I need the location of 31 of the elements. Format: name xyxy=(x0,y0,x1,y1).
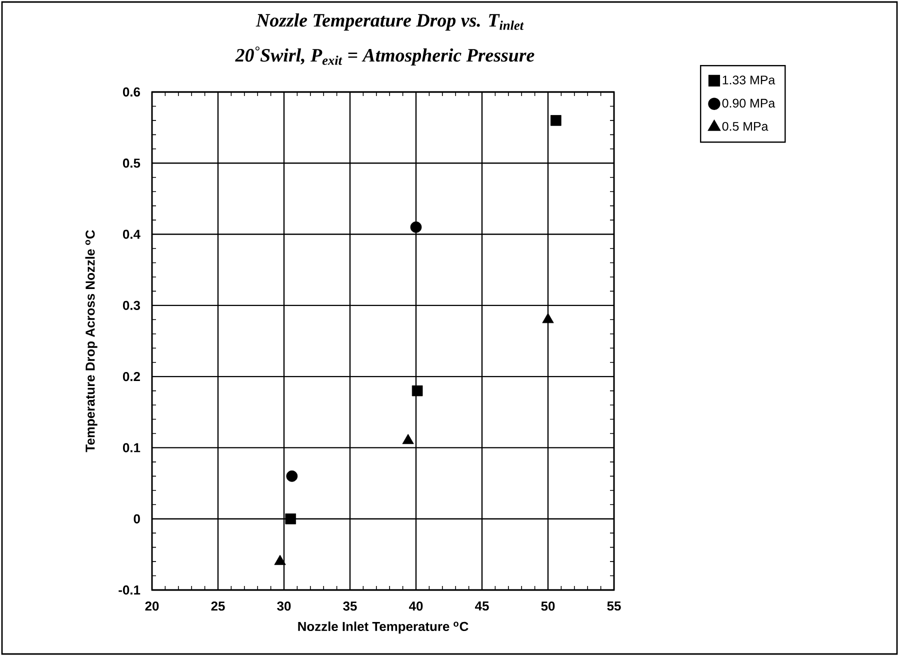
x-tick-label: 55 xyxy=(607,602,621,611)
y-tick-label: 0.2 xyxy=(122,372,140,382)
point xyxy=(550,115,562,126)
point xyxy=(286,470,298,482)
chart-subtitle: 20$^{°}$Swirl, P$_{exit}$ = Atmospheric Pressure xyxy=(235,46,534,66)
y-tick-label: 0.5 xyxy=(122,158,140,168)
x-tick-label: 40 xyxy=(409,602,423,611)
x-tick-label: 35 xyxy=(343,602,357,611)
y-tick-label: 0.4 xyxy=(122,230,140,239)
point xyxy=(410,221,422,233)
y-axis-title: Temperature Drop Across Nozzle $^{o}$C xyxy=(85,230,98,452)
x-tick-label: 20 xyxy=(145,602,159,611)
point xyxy=(402,434,414,444)
x-tick-label: 30 xyxy=(277,602,291,611)
x-tick-label: 25 xyxy=(211,602,225,611)
y-tick-label: 0.1 xyxy=(122,443,140,452)
point xyxy=(274,554,286,565)
point xyxy=(285,513,296,524)
legend-label: 0.5 MPa xyxy=(722,122,768,131)
x-tick-label: 45 xyxy=(475,602,489,611)
y-tick-label: 0.6 xyxy=(122,87,140,97)
x-tick-label: 50 xyxy=(541,602,555,611)
legend-label: 1.33 MPa xyxy=(722,76,776,84)
y-tick-label: 0.3 xyxy=(122,300,140,310)
legend-label: 0.90 MPa xyxy=(722,98,776,108)
x-axis-title: Nozzle Inlet Temperature $^{o}$C xyxy=(298,622,468,634)
y-tick-label: -0.1 xyxy=(118,585,140,595)
chart-title: Nozzle Temperature Drop vs. T$_{inlet}$ xyxy=(256,13,524,31)
point xyxy=(542,312,554,324)
y-tick-label: 0 xyxy=(134,514,140,524)
point xyxy=(412,385,423,396)
